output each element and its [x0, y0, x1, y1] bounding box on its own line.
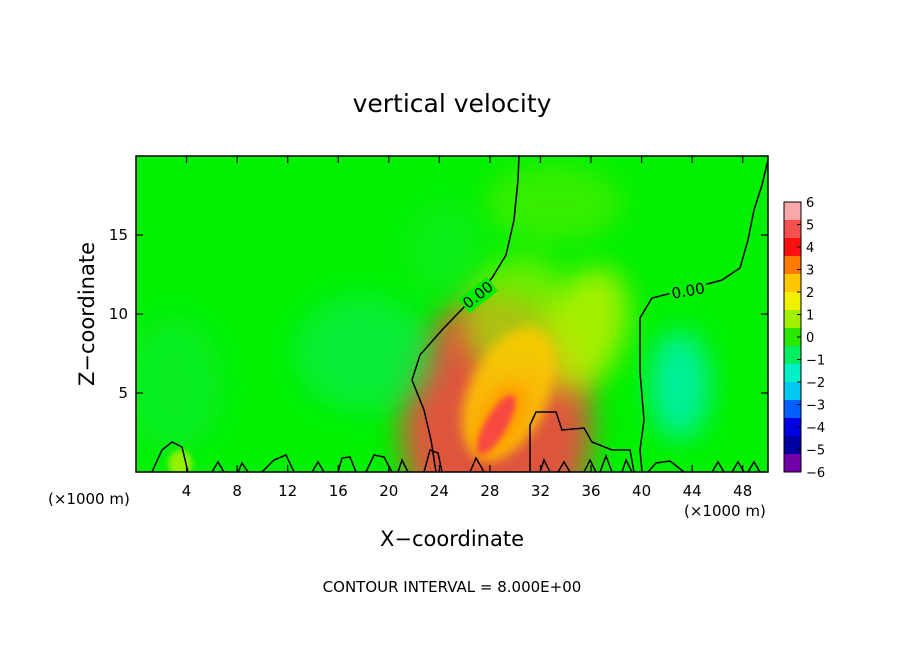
x-tick-label: 40 — [632, 482, 651, 500]
colorbar-swatch — [784, 418, 801, 437]
colorbar-swatch — [784, 310, 801, 329]
contour-label-bg-2 — [667, 277, 709, 303]
colorbar-swatch — [784, 454, 801, 473]
colorbar-tick-label: 6 — [806, 196, 814, 211]
y-axis-label: Z−coordinate — [75, 242, 99, 386]
colorbar-swatch — [784, 436, 801, 455]
colorbar-tick-label: −1 — [806, 354, 825, 369]
field-feature — [168, 450, 193, 472]
colorbar-swatch — [784, 256, 801, 275]
colorbar-swatch — [784, 382, 801, 401]
contour-line-inner — [529, 411, 635, 472]
colorbar-tick-label: 1 — [806, 309, 814, 324]
x-tick-label: 20 — [379, 482, 398, 500]
colorbar-tick-label: 2 — [806, 286, 814, 301]
y-tick-label: 5 — [118, 384, 128, 402]
x-tick-label: 12 — [278, 482, 297, 500]
x-axis-label: X−coordinate — [380, 527, 524, 551]
colorbar-swatch — [784, 274, 801, 293]
contour-line-low-right — [539, 453, 761, 472]
colorbar-swatch — [784, 292, 801, 311]
field-feature — [483, 163, 624, 244]
x-tick-label: 44 — [683, 482, 702, 500]
contour-label-bg-1 — [458, 276, 498, 314]
colorbar-tick-label: 4 — [806, 241, 814, 256]
colorbar-swatch — [784, 328, 801, 347]
x-tick-label: 8 — [232, 482, 242, 500]
field-feature — [293, 293, 434, 414]
y-tick-label: 15 — [109, 226, 128, 244]
field-feature — [136, 315, 224, 456]
colorbar-tick-label: −5 — [806, 444, 825, 459]
colorbar-tick-label: −6 — [806, 466, 825, 481]
colorbar-tick-label: 0 — [806, 331, 814, 346]
colorbar-tick-label: 5 — [806, 219, 814, 234]
colorbar-swatch — [784, 202, 801, 221]
colorbar-swatch — [784, 364, 801, 383]
x-units-right: (×1000 m) — [684, 502, 766, 520]
y-ticks: 5 10 15 — [109, 226, 768, 402]
x-tick-label: 36 — [581, 482, 600, 500]
colorbar-swatch — [784, 346, 801, 365]
colorbar-tick-label: −3 — [806, 399, 825, 414]
chart-title: vertical velocity — [353, 89, 552, 118]
colorbar-tick-label: 3 — [806, 264, 814, 279]
field-feature — [649, 330, 710, 441]
field-feature — [405, 200, 486, 301]
y-tick-label: 10 — [109, 305, 128, 323]
x-tick-label: 28 — [480, 482, 499, 500]
x-tick-label: 32 — [531, 482, 550, 500]
colorbar: 6 5 4 3 2 1 0 −1 −2 −3 −4 −5 −6 — [783, 196, 825, 481]
colorbar-swatch — [784, 220, 801, 239]
x-ticks: 4 8 12 16 20 24 28 32 36 40 44 48 — [182, 156, 752, 500]
contour-line-main — [411, 156, 520, 472]
x-units-left: (×1000 m) — [48, 490, 130, 508]
colorbar-swatch — [784, 400, 801, 419]
contour-label-2: 0.00 — [670, 279, 706, 303]
x-tick-label: 24 — [430, 482, 449, 500]
x-tick-label: 4 — [182, 482, 192, 500]
x-tick-label: 48 — [733, 482, 752, 500]
field-feature — [541, 267, 629, 393]
zero-contour — [151, 156, 768, 472]
x-tick-label: 16 — [329, 482, 348, 500]
contour-interval-text: CONTOUR INTERVAL = 8.000E+00 — [323, 578, 582, 596]
colorbar-tick-label: −2 — [806, 376, 825, 391]
contour-line-low-left — [151, 441, 485, 472]
updraft-core — [476, 394, 516, 455]
colorbar-swatch — [784, 238, 801, 257]
colorbar-tick-label: −4 — [806, 421, 825, 436]
